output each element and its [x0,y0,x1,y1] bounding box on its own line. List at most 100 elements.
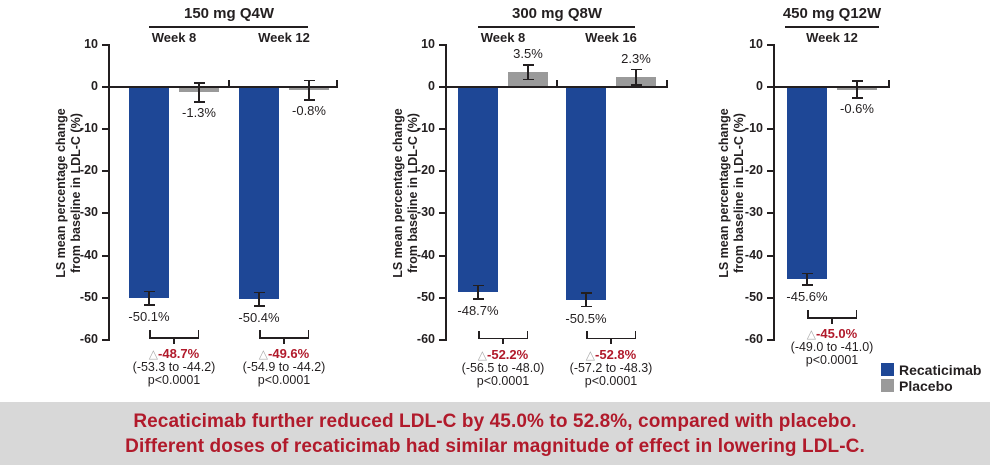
recaticimab-errorbar-cap-bottom [580,305,592,308]
dose-title: 450 mg Q12W [782,5,882,22]
difference-delta: △-48.7% [104,346,244,361]
y-tick-mark [102,128,108,131]
difference-delta-value: -45.0% [816,326,858,342]
legend-swatch-recaticimab [881,363,894,376]
zero-baseline [110,86,338,88]
y-tick-mark [439,296,445,299]
placebo-errorbar-line [527,65,529,80]
placebo-errorbar-cap-bottom [851,97,863,99]
y-tick-mark [102,43,108,46]
y-tick-label: -20 [79,163,98,178]
delta-triangle-icon: △ [148,347,159,362]
recaticimab-bar [458,87,498,293]
bracket-cap-right [526,330,528,339]
recaticimab-value-label: -45.6% [786,289,828,305]
week-label: Week 16 [585,30,637,45]
recaticimab-errorbar-cap-top [472,284,484,287]
y-tick-mark [439,338,445,341]
bracket-cap-right [634,330,636,339]
recaticimab-errorbar-cap-top [580,292,592,294]
legend-swatch-placebo [881,379,894,392]
y-tick-mark [102,338,108,341]
recaticimab-bar [787,87,827,280]
recaticimab-value-label: -50.1% [128,308,170,324]
difference-delta: △-49.6% [214,346,354,361]
recaticimab-errorbar-line [585,293,587,307]
bracket-cap-left [586,330,588,339]
placebo-value-label: -0.8% [292,103,326,119]
y-tick-mark [767,338,773,341]
y-tick-mark [439,128,445,131]
difference-delta-value: -52.2% [487,346,529,362]
banner-line-2: Different doses of recaticimab had simil… [125,435,865,457]
delta-triangle-icon: △ [806,327,817,342]
legend-label-recaticimab: Recaticimab [899,362,982,378]
dose-title-underline [785,26,879,28]
y-tick-label: 10 [749,36,763,51]
bracket-cap-left [478,330,480,339]
recaticimab-errorbar-cap-bottom [143,304,155,306]
bracket-cap-left [259,330,261,339]
recaticimab-errorbar-line [148,291,150,305]
bracket-cap-left [807,310,809,319]
panel-300-mg-q8w: 10 0 -10 -20 -30 -40 -50 -60 LS mean percentage … [391,5,668,388]
bracket-cap-left [149,330,151,339]
recaticimab-errorbar-line [477,285,479,299]
baseline-separator-tick [556,80,558,86]
y-tick-label: -30 [79,205,98,220]
placebo-value-label: -0.6% [840,100,874,116]
placebo-errorbar-cap-top [851,80,863,82]
y-tick-mark [767,254,773,257]
week-label: Week 12 [258,30,310,45]
bracket-hline [807,317,857,319]
y-tick-mark [102,86,108,88]
bracket-mid-tick [283,338,285,344]
difference-pvalue: p<0.0001 [805,353,859,368]
y-tick-label: -40 [79,247,98,262]
difference-ci: (-53.3 to -44.2) [132,360,216,375]
summary-banner: Recaticimab further reduced LDL-C by 45.… [0,402,990,465]
baseline-separator-tick [228,80,230,86]
zero-baseline [775,86,890,88]
y-tick-mark [767,296,773,299]
baseline-end-tick [336,80,338,86]
y-tick-label: 10 [421,36,435,51]
y-tick-label: -20 [744,163,763,178]
placebo-value-label: 2.3% [621,50,651,66]
placebo-errorbar-line [308,80,310,101]
placebo-errorbar-cap-top [193,82,205,84]
y-tick-label: 10 [84,36,98,51]
y-tick-label: -30 [744,205,763,220]
bracket-hline [259,337,309,339]
y-tick-label: -50 [744,289,763,304]
bracket-cap-right [197,330,199,339]
difference-ci: (-57.2 to -48.3) [569,360,653,375]
y-tick-label: -10 [744,121,763,136]
y-axis-line [108,44,110,341]
difference-delta: △-45.0% [762,326,902,341]
placebo-errorbar-line [198,83,200,102]
recaticimab-value-label: -50.5% [565,310,607,326]
y-tick-label: -20 [416,163,435,178]
y-tick-label: -60 [416,331,435,346]
recaticimab-errorbar-cap-top [253,291,265,294]
placebo-value-label: -1.3% [182,104,216,120]
y-tick-mark [439,254,445,257]
y-tick-label: -30 [416,205,435,220]
recaticimab-bar [566,87,606,300]
difference-delta: △-52.2% [433,347,573,362]
bracket-cap-right [307,330,309,339]
y-tick-mark [102,254,108,257]
y-axis-line [445,44,447,341]
difference-pvalue: p<0.0001 [257,373,311,388]
dose-title-underline [478,26,635,28]
dose-title: 300 mg Q8W [511,5,603,22]
chart-layer: 10 0 -10 -20 -30 -40 -50 -60 LS mean percentage … [54,5,982,394]
week-label: Week 8 [480,30,526,45]
bracket-mid-tick [831,318,833,324]
recaticimab-value-label: -48.7% [457,302,499,318]
y-tick-mark [439,212,445,215]
difference-ci: (-54.9 to -44.2) [242,360,326,375]
recaticimab-bar [239,87,279,300]
week-label: Week 8 [151,30,197,45]
